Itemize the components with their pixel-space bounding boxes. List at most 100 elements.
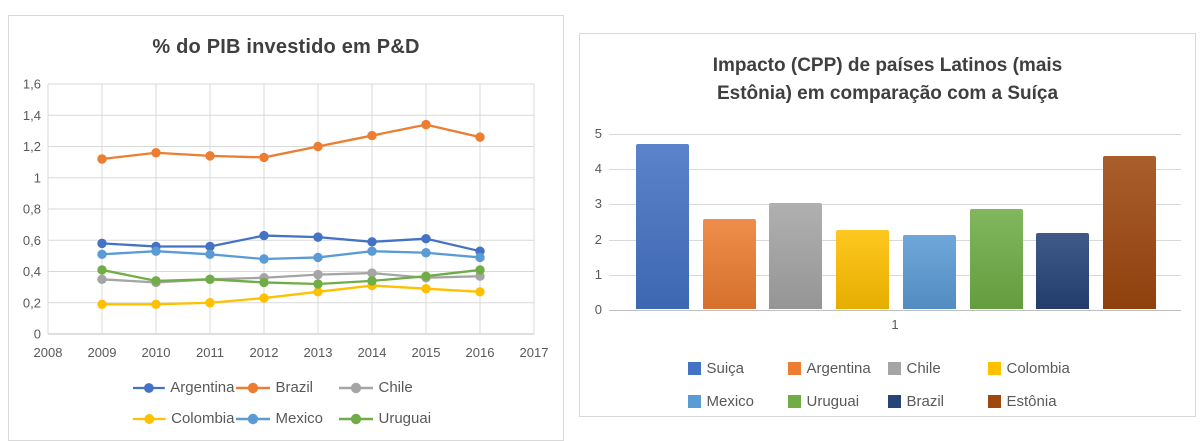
marker-brazil-2012 [259,152,269,163]
bar-suiça [636,144,689,309]
marker-mexico-2013 [313,252,323,263]
legend-item-argentina: Argentina [787,360,888,377]
bar-argentina [703,219,756,309]
line-series-argentina [101,234,481,253]
svg-text:0,4: 0,4 [23,264,41,279]
marker-colombia-2016 [475,287,485,297]
marker-brazil-2011 [205,151,215,161]
svg-text:2016: 2016 [466,345,495,360]
line-chart-plot: 0 0,2 0,4 0,6 0,8 1 1,2 1,4 1,6 2008 2009 2010 2011 2… [23,77,549,361]
bar-estônia [1103,156,1156,309]
swatch-icon [787,362,801,375]
legend-item-uruguai: Uruguai [787,393,888,410]
legend-label: Uruguai [806,393,860,410]
line-series-uruguai [101,268,481,286]
marker-argentina-2012 [259,230,269,241]
marker-chile-2014 [367,268,377,278]
legend-item-brazil: Brazil [235,379,338,396]
marker-colombia-2012 [259,293,269,303]
marker-uruguai-2011 [205,274,215,285]
marker-brazil-2009 [97,154,107,164]
legend-label: Colombia [171,410,235,427]
line-marker-icon [132,382,165,393]
marker-mexico-2014 [367,246,377,256]
bar-chart-plot-area [609,133,1181,310]
marker-mexico-2012 [259,254,269,264]
legend-label: Argentina [170,379,235,396]
svg-text:2010: 2010 [142,345,171,360]
svg-text:1,4: 1,4 [23,108,41,123]
svg-text:1,6: 1,6 [23,77,41,92]
marker-argentina-2009 [97,238,107,249]
legend-label: Mexico [275,410,324,427]
marker-mexico-2011 [205,249,215,260]
marker-colombia-2009 [97,299,107,310]
legend-item-argentina: Argentina [132,379,235,396]
legend-item-mexico: Mexico [687,393,788,410]
line-chart-legend: Argentina Brazil Chile Colombia Mexico Urugua… [9,372,563,434]
bar-y-tick-2: 2 [594,231,602,247]
marker-brazil-2016 [475,132,485,142]
legend-item-colombia: Colombia [132,410,235,427]
bar-y-tick-4: 4 [594,161,602,177]
bar-brazil [1036,233,1089,309]
svg-text:0,8: 0,8 [23,202,41,217]
legend-label: Mexico [706,393,755,410]
bar-y-tick-5: 5 [594,126,602,141]
svg-text:0,6: 0,6 [23,233,41,248]
svg-text:2013: 2013 [304,345,333,360]
legend-label: Colombia [1006,360,1070,377]
legend-label: Argentina [806,360,871,377]
marker-chile-2013 [313,269,323,280]
svg-text:1: 1 [34,170,41,185]
marker-brazil-2015 [421,119,431,130]
swatch-icon [887,362,901,375]
bar-chart-legend: Suiça Argentina Chile Colombia Mexico Uruguai… [580,352,1195,418]
bar-colombia [836,230,889,309]
line-series-brazil [101,123,481,161]
marker-colombia-2013 [313,287,323,297]
bar-y-tick-1: 1 [594,266,602,282]
svg-text:2014: 2014 [358,345,387,360]
marker-chile-2009 [97,274,107,285]
marker-mexico-2015 [421,248,431,258]
marker-uruguai-2012 [259,277,269,288]
bar-gridline-2 [609,239,1181,241]
marker-mexico-2010 [151,246,161,256]
swatch-icon [887,395,901,408]
legend-label: Uruguai [378,410,432,427]
line-series-mexico [101,250,481,261]
swatch-icon [987,362,1001,375]
bar-gridline-3 [609,204,1181,206]
bar-chart-title-line-2: Estônia) em comparação com a Suíça [716,83,1059,104]
marker-mexico-2016 [475,252,485,263]
legend-item-brazil: Brazil [887,393,988,410]
bar-gridline-1 [609,274,1181,276]
bar-chart-x-label: 1 [891,317,899,332]
marker-argentina-2015 [421,233,431,244]
svg-text:2015: 2015 [412,345,441,360]
bar-y-tick-0: 0 [594,302,602,317]
line-marker-icon [132,413,166,424]
marker-argentina-2011 [205,241,215,252]
marker-brazil-2014 [367,130,377,141]
legend-label: Suiça [706,360,745,377]
marker-uruguai-2009 [97,265,107,275]
svg-text:2008: 2008 [34,345,63,360]
bar-chart-title: Impacto (CPP) de países Latinos (mais Es… [580,52,1195,108]
svg-text:2012: 2012 [250,345,279,360]
bar-y-tick-3: 3 [594,196,602,212]
bar-x-axis-line [609,310,1181,311]
legend-label: Chile [906,360,941,377]
marker-uruguai-2015 [421,271,431,281]
cpp-bar-chart-card[interactable]: Impacto (CPP) de países Latinos (mais Es… [579,33,1196,417]
marker-colombia-2011 [205,298,215,308]
line-series-colombia [102,284,481,306]
svg-text:0: 0 [34,327,41,342]
pib-line-chart-card[interactable]: % do PIB investido em P&D 0 0,2 0,4 0,6 0,8 1… [8,15,564,441]
marker-uruguai-2014 [367,276,377,286]
line-marker-icon [338,413,373,424]
swatch-icon [787,395,801,408]
svg-text:2009: 2009 [88,345,117,360]
legend-item-chile: Chile [338,379,441,396]
